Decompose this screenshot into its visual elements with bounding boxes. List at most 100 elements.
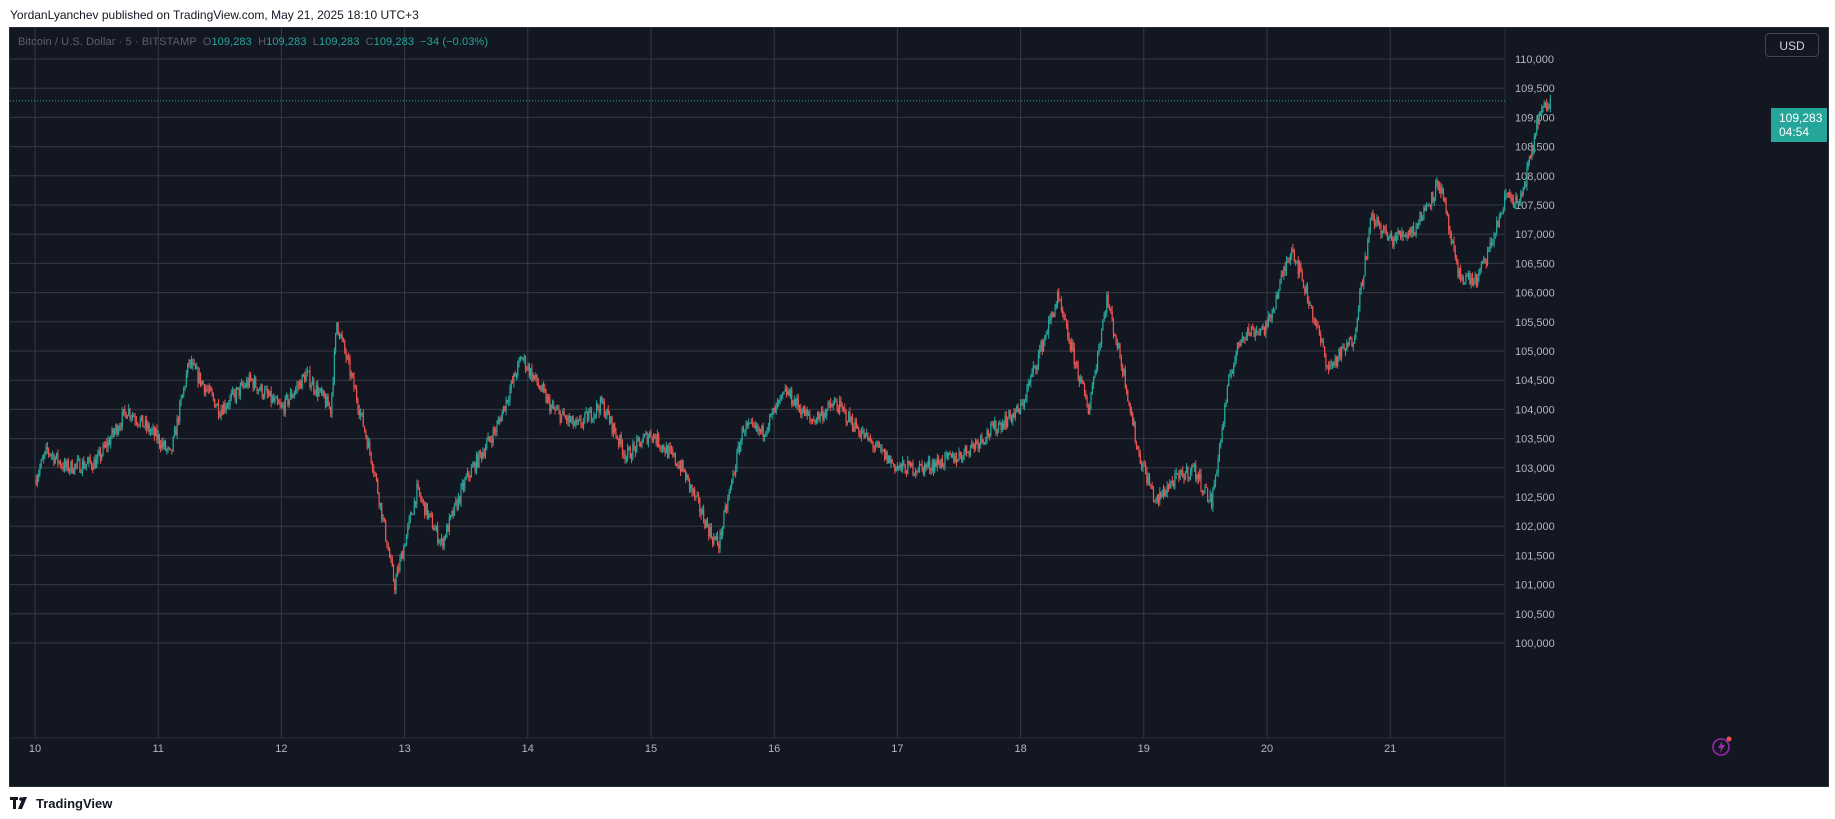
y-tick-label: 103,000 <box>1515 463 1555 475</box>
candle-body <box>1314 319 1316 325</box>
candle-body <box>1054 307 1056 317</box>
candle-body <box>1389 233 1391 238</box>
candle-body <box>251 378 253 381</box>
candle-body <box>981 435 983 440</box>
candle-body <box>473 462 475 466</box>
candle-body <box>667 445 669 458</box>
currency-button[interactable]: USD <box>1765 33 1819 57</box>
candle-body <box>1199 473 1201 480</box>
chart-pane[interactable]: 100,000 100,500 101,000 101,500 102,000 102,5… <box>9 27 1829 787</box>
footer-brand[interactable]: TradingView <box>10 794 112 812</box>
candle-body <box>704 521 706 528</box>
candle-body <box>1484 258 1486 262</box>
candle-body <box>498 418 501 421</box>
candle-body <box>1364 256 1366 276</box>
candle-body <box>656 433 659 444</box>
candle-body <box>1196 474 1198 480</box>
candle-body <box>962 458 964 460</box>
candle-body <box>196 367 198 370</box>
candle-body <box>210 386 212 392</box>
candle-body <box>1125 386 1128 391</box>
candle-body <box>630 458 633 460</box>
candle-body <box>424 501 426 516</box>
candle-body <box>742 428 744 433</box>
candle-body <box>920 463 922 465</box>
candle-body <box>1238 342 1240 344</box>
candle-body <box>1531 144 1533 159</box>
candle-body <box>1359 290 1361 310</box>
candle-body <box>212 394 214 399</box>
candle-body <box>482 452 484 459</box>
candle-body <box>692 489 694 492</box>
candle-body <box>972 443 974 445</box>
candle-body <box>466 471 469 477</box>
candle-body <box>1322 340 1324 347</box>
candle-body <box>1112 319 1115 334</box>
candle-body <box>886 451 888 464</box>
candle-body <box>1252 326 1254 330</box>
candle-body <box>506 400 508 402</box>
candle-body <box>1386 234 1389 241</box>
candle-body <box>1012 413 1014 422</box>
candle-body <box>1399 234 1402 238</box>
candle-body <box>640 441 642 447</box>
candle-body <box>375 474 378 480</box>
candle-body <box>958 452 960 460</box>
candle-body <box>1394 237 1396 242</box>
candle-body <box>605 415 607 417</box>
candle-body <box>1457 260 1459 277</box>
candle-body <box>1208 500 1210 502</box>
candle-body <box>403 545 405 559</box>
candle-body <box>868 438 870 441</box>
candle-body <box>513 373 515 383</box>
candle-body <box>1512 199 1514 206</box>
candle-body <box>392 566 395 581</box>
candle-body <box>317 385 319 397</box>
candle-body <box>1082 380 1084 385</box>
candle-body <box>1460 268 1462 280</box>
candle-body <box>1189 471 1192 477</box>
candle-body <box>386 540 388 548</box>
candle-body <box>738 446 741 452</box>
candle-body <box>155 428 157 436</box>
candle-body <box>280 405 282 407</box>
candle-body <box>241 383 243 386</box>
candle-body <box>1048 320 1050 334</box>
candle-body <box>938 458 940 464</box>
candle-body <box>798 406 801 409</box>
candle-body <box>1474 274 1476 281</box>
candle-body <box>840 400 842 405</box>
candle-body <box>284 396 286 413</box>
candle-body <box>1042 341 1045 352</box>
candle-body <box>225 407 227 410</box>
candle-body <box>239 385 241 396</box>
candle-body <box>451 510 453 515</box>
candle-body <box>283 405 285 413</box>
symbol-label[interactable]: Bitcoin / U.S. Dollar · 5 · BITSTAMP <box>18 36 197 48</box>
candle-body <box>725 506 728 510</box>
candle-body <box>190 360 193 367</box>
candle-body <box>412 513 414 516</box>
y-tick-label: 107,000 <box>1515 229 1555 241</box>
candle-body <box>1433 197 1435 202</box>
candle-body <box>1427 205 1429 207</box>
candle-body <box>1274 309 1276 311</box>
candle-body <box>697 495 700 499</box>
candle-body <box>1157 495 1160 502</box>
candle-body <box>1239 343 1241 346</box>
candle-body <box>442 538 444 548</box>
candle-body <box>1429 204 1432 206</box>
candle-body <box>486 441 488 449</box>
candle-body <box>305 372 307 382</box>
candle-body <box>854 420 856 432</box>
candle-body <box>1071 342 1073 350</box>
price-chart[interactable]: 100,000 100,500 101,000 101,500 102,000 102,5… <box>10 28 1828 786</box>
candle-body <box>257 389 259 392</box>
candle-body <box>541 384 543 391</box>
candle-body <box>1170 480 1172 485</box>
candle-body <box>1187 466 1189 479</box>
candle-body <box>274 398 276 402</box>
x-tick-label: 11 <box>152 743 163 755</box>
candle-body <box>333 350 335 382</box>
lightning-icon[interactable] <box>1710 734 1734 758</box>
